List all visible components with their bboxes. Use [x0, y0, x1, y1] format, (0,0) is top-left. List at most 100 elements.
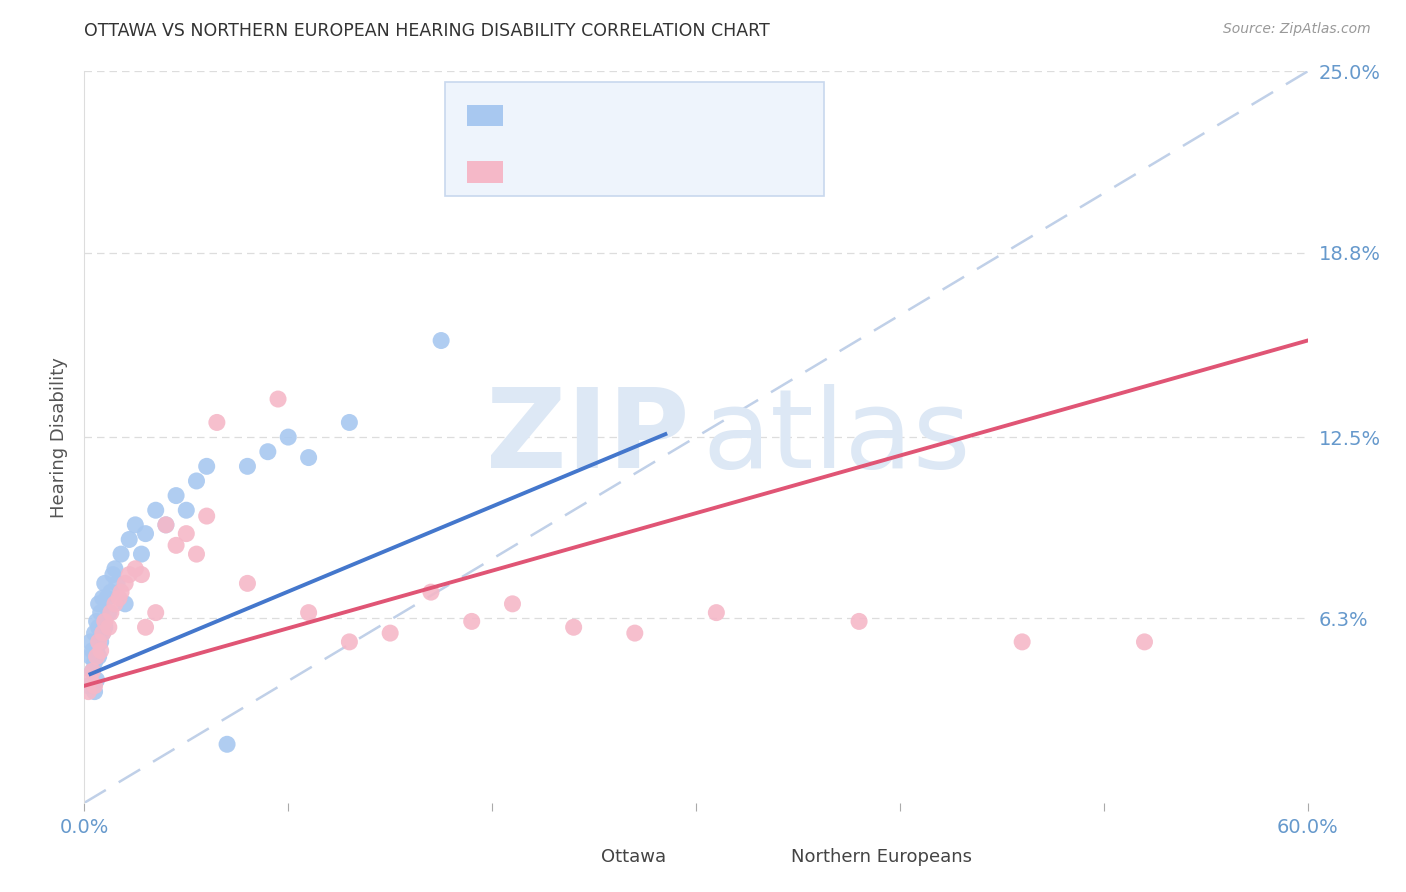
Point — [380, 626, 402, 640]
Point — [135, 620, 157, 634]
Point — [90, 643, 112, 657]
Point — [236, 576, 259, 591]
Point — [118, 567, 141, 582]
Bar — [745, 846, 782, 866]
Point — [90, 606, 112, 620]
Point — [87, 635, 110, 649]
Text: ZIP: ZIP — [486, 384, 690, 491]
Text: Ottawa: Ottawa — [600, 848, 665, 866]
Point — [86, 643, 108, 657]
Point — [848, 615, 870, 629]
Point — [131, 567, 153, 582]
Point — [165, 489, 187, 503]
Point — [217, 737, 239, 751]
Point — [86, 649, 108, 664]
Point — [91, 626, 114, 640]
Point — [87, 649, 110, 664]
Point — [298, 450, 321, 465]
Point — [135, 526, 157, 541]
Point — [186, 474, 208, 488]
Point — [82, 643, 104, 657]
Point — [79, 635, 101, 649]
Text: N = 40: N = 40 — [709, 161, 787, 181]
Point — [430, 334, 453, 348]
Point — [83, 684, 105, 698]
Point — [420, 585, 443, 599]
Point — [77, 679, 100, 693]
Text: Source: ZipAtlas.com: Source: ZipAtlas.com — [1223, 22, 1371, 37]
Point — [145, 606, 167, 620]
Point — [110, 585, 132, 599]
Point — [145, 503, 167, 517]
Point — [79, 649, 101, 664]
Point — [100, 606, 122, 620]
Point — [277, 430, 299, 444]
Bar — [555, 846, 592, 866]
Point — [1011, 635, 1033, 649]
Point — [165, 538, 187, 552]
Text: OTTAWA VS NORTHERN EUROPEAN HEARING DISABILITY CORRELATION CHART: OTTAWA VS NORTHERN EUROPEAN HEARING DISA… — [84, 22, 770, 40]
Point — [298, 606, 321, 620]
Point — [124, 562, 146, 576]
Point — [195, 459, 218, 474]
Point — [83, 626, 105, 640]
Point — [82, 664, 104, 678]
Point — [100, 585, 122, 599]
Point — [195, 509, 218, 524]
Point — [706, 606, 728, 620]
Point — [96, 591, 118, 605]
Point — [461, 615, 484, 629]
Text: R = 0.569: R = 0.569 — [550, 161, 664, 181]
Point — [105, 576, 128, 591]
Point — [205, 416, 228, 430]
Point — [236, 459, 259, 474]
Point — [82, 664, 104, 678]
Point — [131, 547, 153, 561]
Point — [86, 673, 108, 687]
Point — [114, 597, 136, 611]
Point — [93, 620, 117, 634]
Point — [502, 597, 524, 611]
Point — [79, 673, 101, 687]
Point — [91, 591, 114, 605]
Point — [87, 620, 110, 634]
Point — [97, 620, 120, 634]
Text: R = 0.574: R = 0.574 — [550, 100, 664, 120]
Point — [155, 517, 177, 532]
Text: Northern Europeans: Northern Europeans — [792, 848, 973, 866]
Text: N = 45: N = 45 — [709, 100, 787, 120]
Point — [86, 615, 108, 629]
Point — [114, 576, 136, 591]
Point — [267, 392, 290, 406]
Point — [624, 626, 647, 640]
Point — [562, 620, 585, 634]
Point — [339, 416, 361, 430]
Point — [104, 597, 127, 611]
Point — [1133, 635, 1156, 649]
Point — [97, 606, 120, 620]
Text: atlas: atlas — [702, 384, 970, 491]
Point — [257, 444, 280, 458]
Point — [108, 591, 131, 605]
Bar — [467, 161, 503, 183]
Point — [91, 626, 114, 640]
FancyBboxPatch shape — [446, 82, 824, 195]
Point — [90, 635, 112, 649]
Y-axis label: Hearing Disability: Hearing Disability — [49, 357, 67, 517]
Bar — [467, 105, 503, 127]
Point — [93, 576, 117, 591]
Point — [104, 562, 127, 576]
Point — [186, 547, 208, 561]
Point — [110, 547, 132, 561]
Point — [83, 656, 105, 670]
Point — [339, 635, 361, 649]
Point — [101, 567, 124, 582]
Point — [176, 503, 198, 517]
Point — [155, 517, 177, 532]
Point — [93, 615, 117, 629]
Point — [176, 526, 198, 541]
Point — [83, 679, 105, 693]
Point — [87, 597, 110, 611]
Point — [124, 517, 146, 532]
Point — [118, 533, 141, 547]
